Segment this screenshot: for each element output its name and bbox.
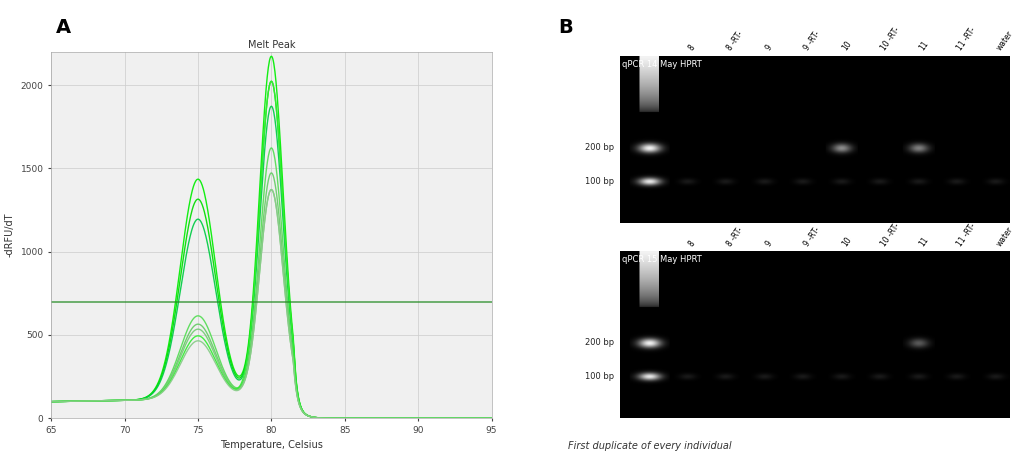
- Text: 11 -RT-: 11 -RT-: [955, 26, 978, 53]
- Text: 100 bp: 100 bp: [586, 177, 614, 186]
- Text: 10: 10: [841, 235, 854, 248]
- Text: water: water: [994, 30, 1015, 53]
- Text: First duplicate of every individual: First duplicate of every individual: [568, 441, 732, 451]
- Text: 10 -RT-: 10 -RT-: [879, 221, 901, 248]
- Text: 100 bp: 100 bp: [586, 372, 614, 381]
- Y-axis label: -dRFU/dT: -dRFU/dT: [5, 213, 15, 257]
- Text: 8 -RT-: 8 -RT-: [725, 225, 744, 248]
- Title: Melt Peak: Melt Peak: [248, 39, 295, 49]
- Text: qPCR 15 May HPRT: qPCR 15 May HPRT: [622, 255, 701, 264]
- Text: 11: 11: [918, 235, 931, 248]
- Text: 8: 8: [687, 239, 697, 248]
- X-axis label: Temperature, Celsius: Temperature, Celsius: [220, 440, 323, 450]
- Text: 11 -RT-: 11 -RT-: [955, 221, 978, 248]
- Text: A: A: [56, 18, 72, 37]
- Text: 9 -RT-: 9 -RT-: [802, 225, 821, 248]
- Text: 10: 10: [841, 39, 854, 53]
- Text: water: water: [994, 225, 1015, 248]
- Text: 9: 9: [764, 44, 774, 53]
- Text: B: B: [558, 18, 572, 37]
- Text: 11: 11: [918, 39, 931, 53]
- Text: 9 -RT-: 9 -RT-: [802, 30, 821, 53]
- Text: 200 bp: 200 bp: [586, 338, 614, 347]
- Text: 200 bp: 200 bp: [586, 143, 614, 152]
- Text: 9: 9: [764, 239, 774, 248]
- Text: qPCR 14 May HPRT: qPCR 14 May HPRT: [622, 60, 701, 69]
- Text: 10 -RT-: 10 -RT-: [879, 26, 901, 53]
- Text: 8: 8: [687, 44, 697, 53]
- Text: 8 -RT-: 8 -RT-: [725, 30, 744, 53]
